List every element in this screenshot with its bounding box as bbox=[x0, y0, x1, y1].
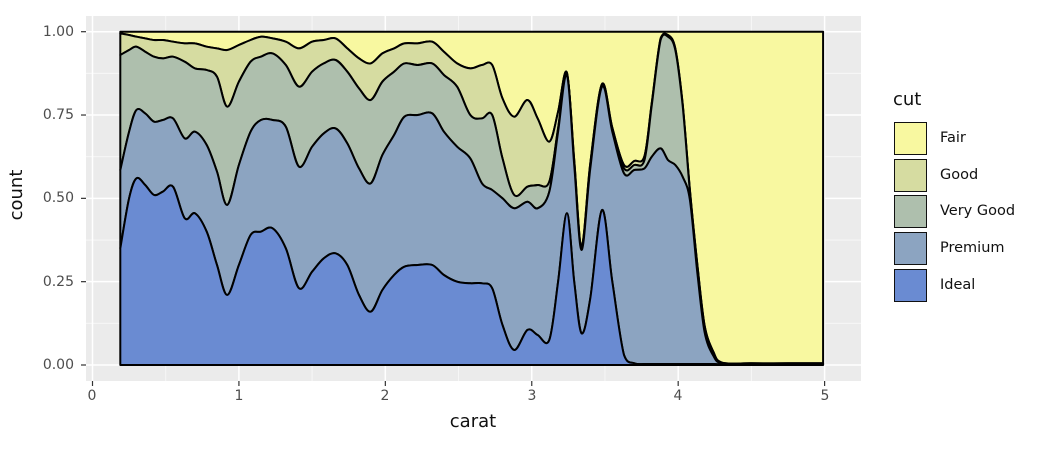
legend-key-4 bbox=[894, 269, 927, 302]
x-tick-label: 5 bbox=[820, 388, 830, 404]
x-axis-title: carat bbox=[449, 411, 497, 432]
x-tick-label: 1 bbox=[234, 388, 244, 404]
y-tick-label: 0.25 bbox=[42, 274, 74, 290]
legend-key-3 bbox=[894, 232, 927, 265]
x-tick-label: 2 bbox=[380, 388, 390, 404]
x-tick-label: 0 bbox=[87, 388, 97, 404]
legend-key-2 bbox=[894, 195, 927, 228]
y-tick-label: 0.50 bbox=[42, 190, 74, 206]
y-tick-label: 0.00 bbox=[42, 357, 74, 373]
legend-title: cut bbox=[893, 89, 922, 110]
y-tick-label: 1.00 bbox=[42, 24, 74, 40]
x-tick-label: 4 bbox=[673, 388, 683, 404]
y-axis-title: count bbox=[6, 169, 27, 221]
y-tick-label: 0.75 bbox=[42, 107, 74, 123]
legend-label-good: Good bbox=[940, 167, 979, 183]
legend-key-1 bbox=[894, 159, 927, 192]
legend-key-0 bbox=[894, 122, 927, 155]
legend-label-fair: Fair bbox=[940, 130, 966, 146]
x-tick-label: 3 bbox=[527, 388, 537, 404]
legend-label-ideal: Ideal bbox=[940, 277, 976, 293]
legend-label-very-good: Very Good bbox=[940, 203, 1016, 219]
legend-label-premium: Premium bbox=[940, 240, 1005, 256]
